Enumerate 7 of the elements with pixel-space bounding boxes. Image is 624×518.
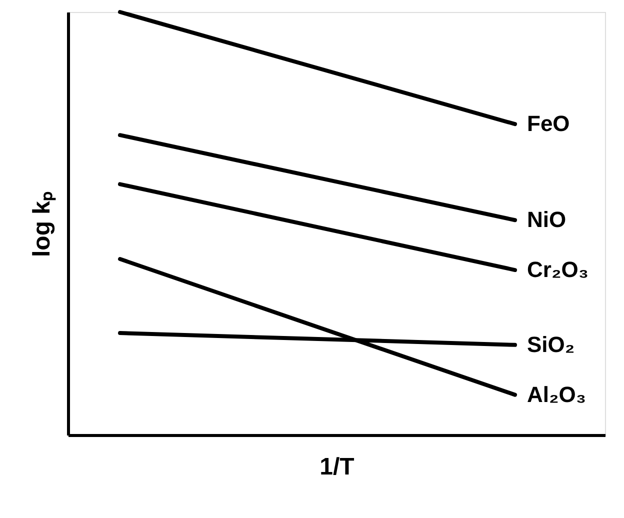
series-label: Cr₂O₃	[527, 257, 589, 282]
series-label: NiO	[527, 207, 566, 232]
y-axis-title: log kₚ	[28, 190, 56, 258]
series-label: FeO	[527, 111, 570, 136]
x-axis-title: 1/T	[320, 454, 355, 480]
series-label: Al₂O₃	[527, 382, 586, 407]
series-label: SiO₂	[527, 332, 575, 357]
